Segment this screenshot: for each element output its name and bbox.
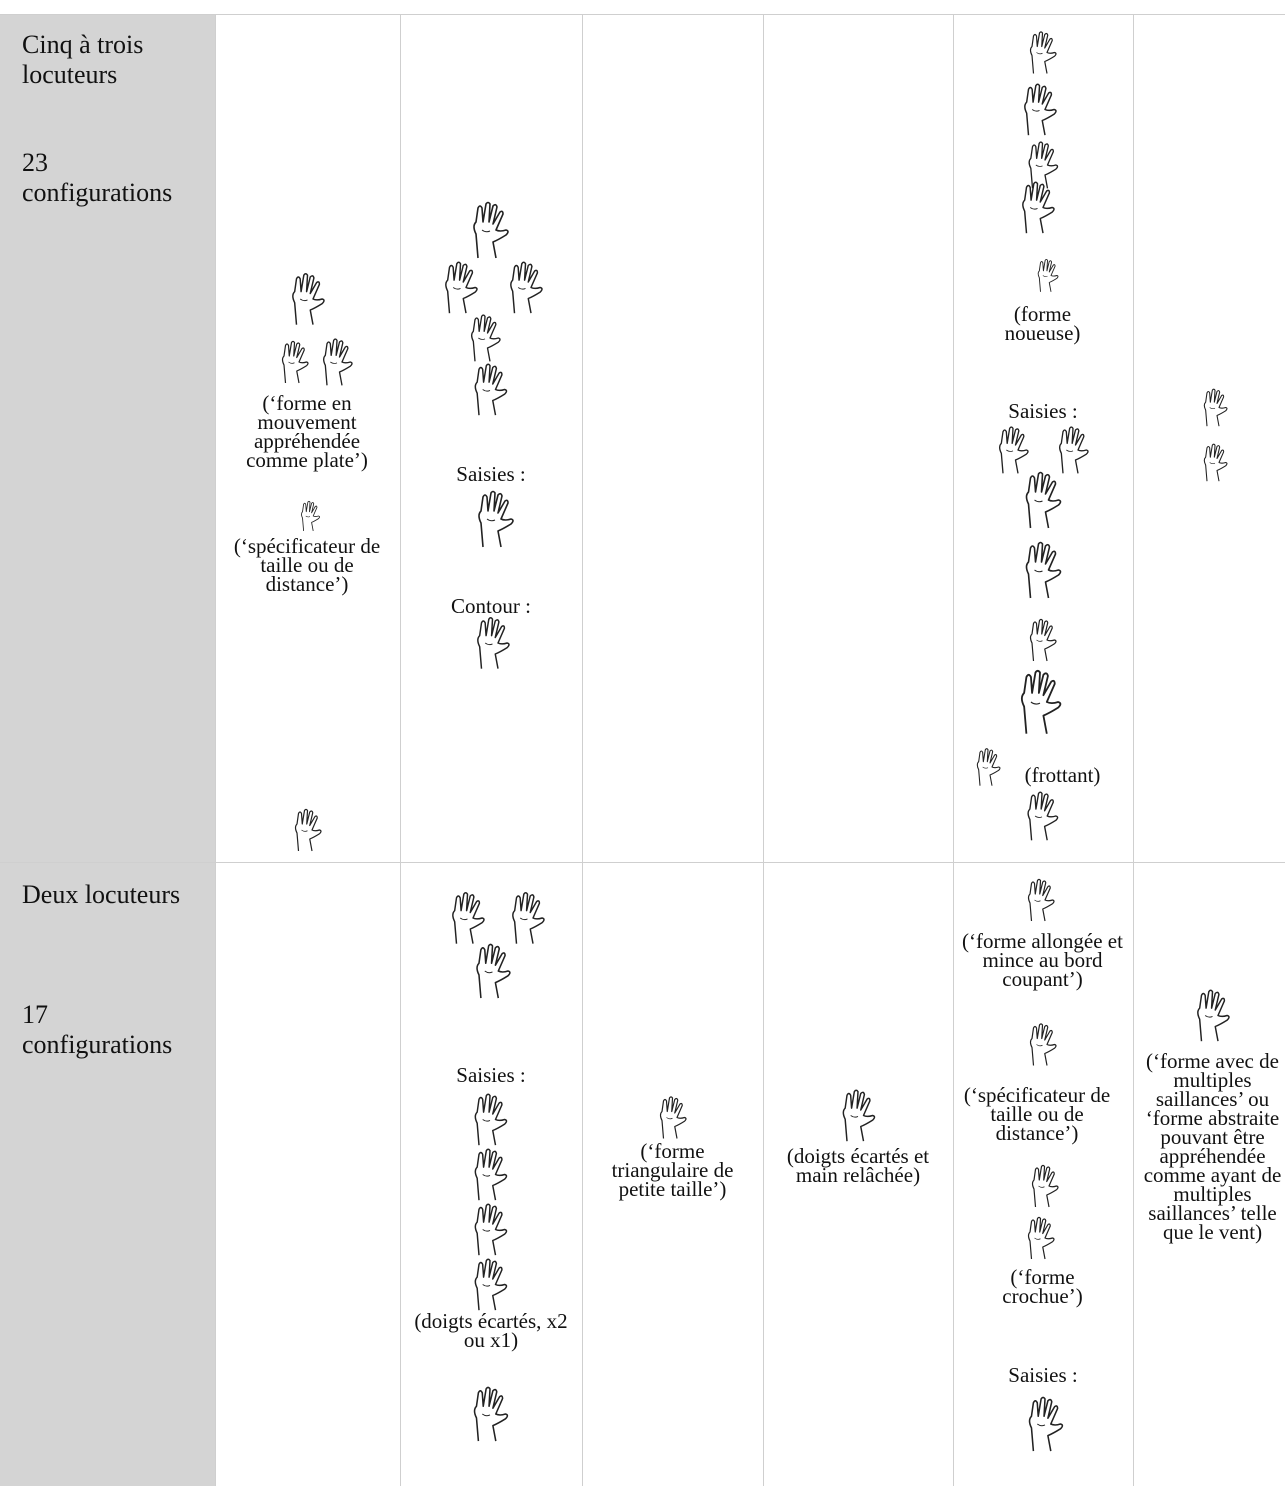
hand-icon (460, 1385, 520, 1443)
row-border (0, 14, 1285, 15)
hand-icon (968, 738, 1008, 796)
hand-icon (440, 888, 555, 948)
cell-text: (doigts écartés et main relâchée) (786, 1144, 930, 1187)
column-border (582, 14, 583, 1486)
hand-icon (280, 500, 340, 532)
column-border (953, 14, 954, 1486)
hand-icon (465, 615, 520, 671)
hand-icon (1021, 141, 1059, 235)
hand-icon (1015, 1395, 1075, 1453)
hand-icon (1012, 790, 1072, 842)
cell-text: Contour : (451, 594, 531, 618)
row-header: Cinq à trois locuteurs (22, 30, 144, 89)
row-border (0, 862, 1285, 863)
row-header: 23 configurations (22, 148, 173, 207)
cell-text: (‘spécificateur de taille ou de distance… (963, 1083, 1111, 1145)
row-header: 17 configurations (22, 1000, 173, 1059)
cell-text: (frottant) (1024, 763, 1101, 787)
hand-icon (640, 1095, 705, 1140)
hand-icon (1018, 1212, 1063, 1264)
cell-text: (‘forme en mouvement appréhendée comme p… (246, 391, 368, 472)
hand-icon (280, 268, 335, 330)
hand-icon (460, 942, 525, 1000)
hand-icon (455, 200, 525, 260)
hand-icon (465, 488, 525, 550)
hand-icon (1020, 1012, 1065, 1077)
cell-text: Saisies : (456, 462, 526, 486)
hand-icon (1005, 668, 1075, 736)
hand-icon (428, 260, 558, 315)
cell-text: Saisies : (1008, 399, 1078, 423)
hand-icon (1018, 870, 1063, 930)
hand-icon (1030, 248, 1065, 303)
cell-text: Saisies : (456, 1063, 526, 1087)
hand-icon (272, 334, 362, 390)
hand-icon (285, 800, 330, 860)
header-column (0, 14, 215, 1486)
cell-text: (‘forme allongée et mince au bord coupan… (962, 929, 1123, 991)
hand-icon (1195, 380, 1235, 490)
hand-icon (1185, 988, 1240, 1043)
hand-icon (828, 1088, 888, 1143)
cell-text: (‘forme avec de multiples saillances’ ou… (1143, 1049, 1282, 1244)
cell-text: (doigts écartés, x2 ou x1) (414, 1309, 568, 1352)
column-border (1133, 14, 1134, 1486)
hand-icon (1020, 610, 1065, 670)
hand-icon (455, 1092, 525, 1312)
cell-text: (‘spécificateur de taille ou de distance… (233, 534, 381, 596)
hand-icon (1020, 20, 1065, 85)
hand-icon (1022, 1160, 1067, 1212)
hand-icon (1005, 540, 1080, 600)
column-border (763, 14, 764, 1486)
row-header: Deux locuteurs (22, 880, 181, 909)
cell-text: (‘forme crochue’) (1002, 1265, 1083, 1308)
cell-text: Saisies : (1008, 1363, 1078, 1387)
column-border (215, 14, 216, 1486)
hand-icon (1012, 82, 1067, 137)
cell-text: (forme noueuse) (1004, 302, 1081, 345)
hand-icon (1005, 470, 1080, 530)
hand-icon (460, 308, 510, 368)
column-border (400, 14, 401, 1486)
cell-text: (‘forme triangulaire de petite taille’) (611, 1139, 734, 1201)
hand-icon (455, 362, 525, 417)
